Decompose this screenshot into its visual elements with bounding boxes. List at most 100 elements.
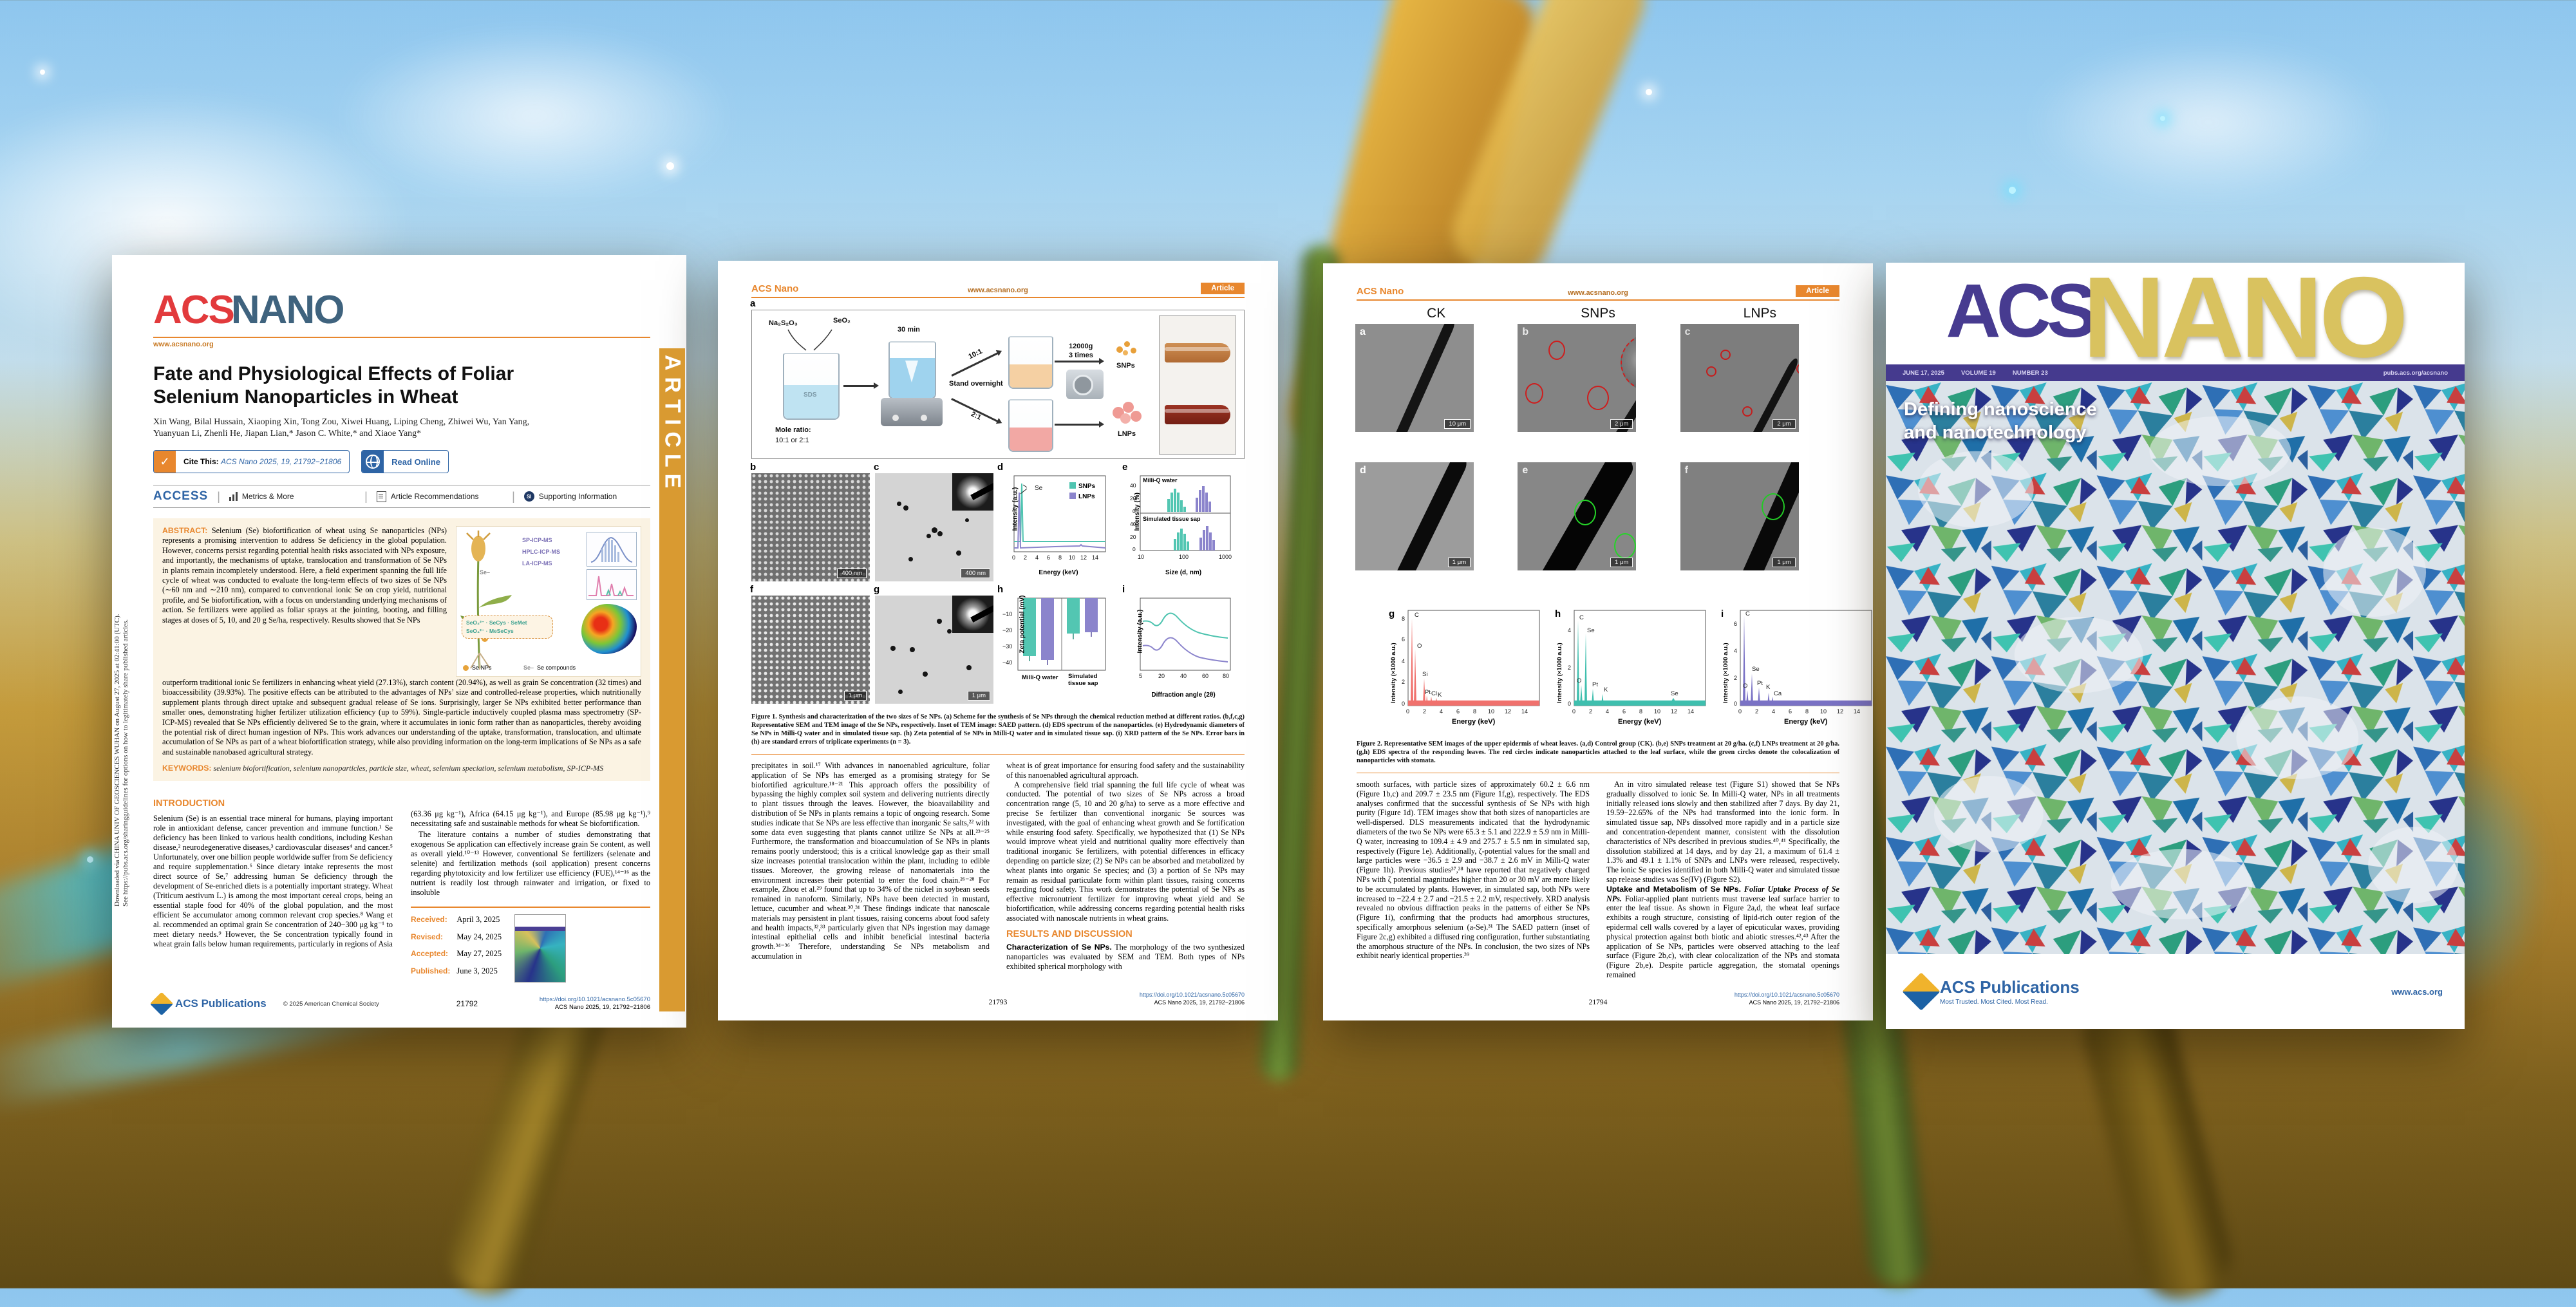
recommendations-link[interactable]: Article Recommendations [376, 491, 503, 502]
svg-text:2: 2 [1734, 675, 1737, 681]
read-online-button[interactable]: Read Online [361, 450, 449, 473]
centrifuge-speed-label: 12000g [1069, 343, 1093, 350]
panel-i-letter: i [1122, 584, 1125, 595]
svg-text:8: 8 [1805, 708, 1809, 715]
lnp-histogram-sap [1199, 526, 1215, 550]
svg-text:−40: −40 [1002, 659, 1012, 666]
mesecys-label: MeSeCys [489, 628, 514, 634]
secys-label: SeCys [489, 619, 506, 626]
svg-text:2: 2 [1568, 664, 1571, 671]
sparkle [666, 162, 674, 170]
journal-logo: ACS NANO [153, 287, 650, 333]
supporting-info-label: Supporting Information [538, 492, 617, 501]
eds-chart-snps: h Intensity (×1000 a.u.) 4 2 0 [1554, 606, 1711, 731]
se-peak-label: Se [1035, 485, 1043, 492]
panel-b-letter: b [1522, 326, 1529, 337]
tube-photo-box [1159, 315, 1236, 455]
svg-text:Cl: Cl [1431, 690, 1437, 697]
journal-url-link[interactable]: www.acsnano.org [153, 341, 214, 348]
column-header-ck: CK [1427, 306, 1446, 321]
figure1-panel-e: e Intensity (%) Milli-Q water Simulated … [1122, 462, 1243, 581]
svg-text:6: 6 [1402, 636, 1405, 643]
svg-text:2: 2 [1402, 679, 1405, 685]
doi-link[interactable]: https://doi.org/10.1021/acsnano.5c05670 [1734, 992, 1839, 998]
scale-bar: 400 nm [961, 569, 990, 578]
sem-snps-low-mag: b 2 μm [1518, 324, 1637, 432]
svg-text:14: 14 [1521, 708, 1528, 715]
graphical-abstract: SP-ICP-MS HPLC-ICP-MS LA-ICP-MS Se– SeO₃… [456, 526, 641, 677]
svg-text:Pt: Pt [1592, 681, 1598, 688]
xrd-y-axis-label: Intensity (a.u.) [1136, 609, 1144, 654]
svg-text:8: 8 [1058, 554, 1062, 561]
supporting-info-link[interactable]: SI Supporting Information [523, 491, 650, 502]
svg-text:10: 10 [1488, 708, 1494, 715]
journal-cover: ACSNANO JUNE 17, 2025 VOLUME 19 NUMBER 2… [1886, 263, 2465, 1029]
svg-text:4: 4 [1606, 708, 1609, 715]
snp-histogram-milliq [1167, 489, 1186, 512]
svg-text:2: 2 [1024, 554, 1027, 561]
semet-label: SeMet [511, 619, 527, 626]
access-link[interactable]: ACCESS [153, 489, 209, 503]
metrics-link[interactable]: Metrics & More [229, 492, 355, 501]
peak-labels: C O Si Pt Cl K [1415, 612, 1442, 699]
running-head-url[interactable]: www.acsnano.org [1568, 289, 1628, 297]
abstract-label: ABSTRACT: [162, 526, 208, 535]
y-axis-label: Intensity (×1000 a.u.) [1722, 643, 1729, 703]
page-number: 21793 [988, 999, 1008, 1006]
uptake-lead: Uptake and Metabolism of Se NPs. [1606, 884, 1741, 894]
read-online-label: Read Online [391, 456, 441, 467]
figure-1-caption-label: Figure 1. [751, 713, 777, 720]
snp-sem-image: 400 nm [751, 473, 870, 581]
lnp-sem-image: 1 μm [751, 596, 870, 704]
svg-text:6: 6 [1622, 708, 1626, 715]
author-list: Xin Wang, Bilal Hussain, Xiaoping Xin, T… [153, 417, 650, 440]
svg-text:20: 20 [1130, 495, 1136, 502]
article-title: Fate and Physiological Effects of Foliar… [153, 362, 650, 409]
doi-link[interactable]: https://doi.org/10.1021/acsnano.5c05670 [1139, 992, 1245, 998]
page-number: 21794 [1588, 999, 1608, 1006]
acs-site-link[interactable]: www.acs.org [2391, 986, 2443, 997]
arrow-to-lnps [1055, 421, 1104, 427]
figure-1-caption: Figure 1. Synthesis and characterization… [751, 713, 1245, 746]
cover-tagline-line1: Defining nanoscience [1904, 399, 2097, 420]
la-icp-ms-label: LA-ICP-MS [522, 560, 552, 567]
lnps-label: LNPs [1118, 430, 1136, 438]
saed-inset [952, 473, 993, 511]
cover-banner-url[interactable]: pubs.acs.org/acsnano [2383, 369, 2448, 377]
scale-bar: 400 nm [837, 569, 867, 578]
page-number: 21792 [456, 999, 478, 1008]
characterization-lead: Characterization of Se NPs. [1006, 943, 1112, 952]
reagent-arrows [787, 329, 832, 351]
abstract-box: ABSTRACT: Selenium (Se) biofortification… [153, 518, 650, 782]
panel-f-letter: f [750, 584, 753, 595]
svg-text:6: 6 [1047, 554, 1050, 561]
wheat-stem [2076, 985, 2238, 1307]
figure-1: a Na₂S₂O₃ SeO₂ SDS Mole ratio: 10:1 or 2… [750, 298, 1245, 704]
svg-text:−20: −20 [1002, 627, 1012, 634]
scale-bar: 1 μm [1610, 558, 1633, 567]
sds-label: SDS [804, 391, 817, 399]
doi-link[interactable]: https://doi.org/10.1021/acsnano.5c05670 [539, 996, 650, 1003]
svg-text:K: K [1438, 691, 1442, 699]
arrow-to-snps [1055, 358, 1104, 364]
page3-col2-p1: An in vitro simulated release test (Figu… [1606, 780, 1839, 884]
cite-this-button[interactable]: ✓ Cite This: ACS Nano 2025, 19, 21792−21… [153, 450, 350, 473]
x-ticks: 0 2 4 6 8 10 12 14 [1738, 708, 1860, 715]
article-title-line2: Selenium Nanoparticles in Wheat [153, 386, 458, 408]
page2-col2-p2: A comprehensive field trial spanning the… [1006, 780, 1245, 923]
svg-text:100: 100 [1179, 554, 1189, 560]
svg-text:Se: Se [1671, 690, 1678, 697]
published-value: June 3, 2025 [456, 966, 498, 975]
y-ticks: 4 2 0 [1568, 627, 1571, 707]
published-label: Published: [411, 966, 451, 975]
svg-text:14: 14 [1688, 708, 1694, 715]
eds-y-axis-label: Intensity (a.u.) [1011, 487, 1019, 531]
magnetic-stirrer [881, 398, 943, 426]
synthesis-scheme-panel: Na₂S₂O₃ SeO₂ SDS Mole ratio: 10:1 or 2:1… [751, 310, 1245, 459]
running-head-url[interactable]: www.acsnano.org [968, 287, 1028, 294]
introduction-heading: INTRODUCTION [153, 798, 225, 809]
cover-logo-nano: NANO [2082, 263, 2409, 381]
sem-lnps-high-mag: f 1 μm [1680, 462, 1799, 570]
svg-text:2: 2 [1589, 708, 1592, 715]
eds-spectrum-chart: Se SNPs LNPs 0 2 4 6 8 10 12 14 [1012, 475, 1106, 561]
